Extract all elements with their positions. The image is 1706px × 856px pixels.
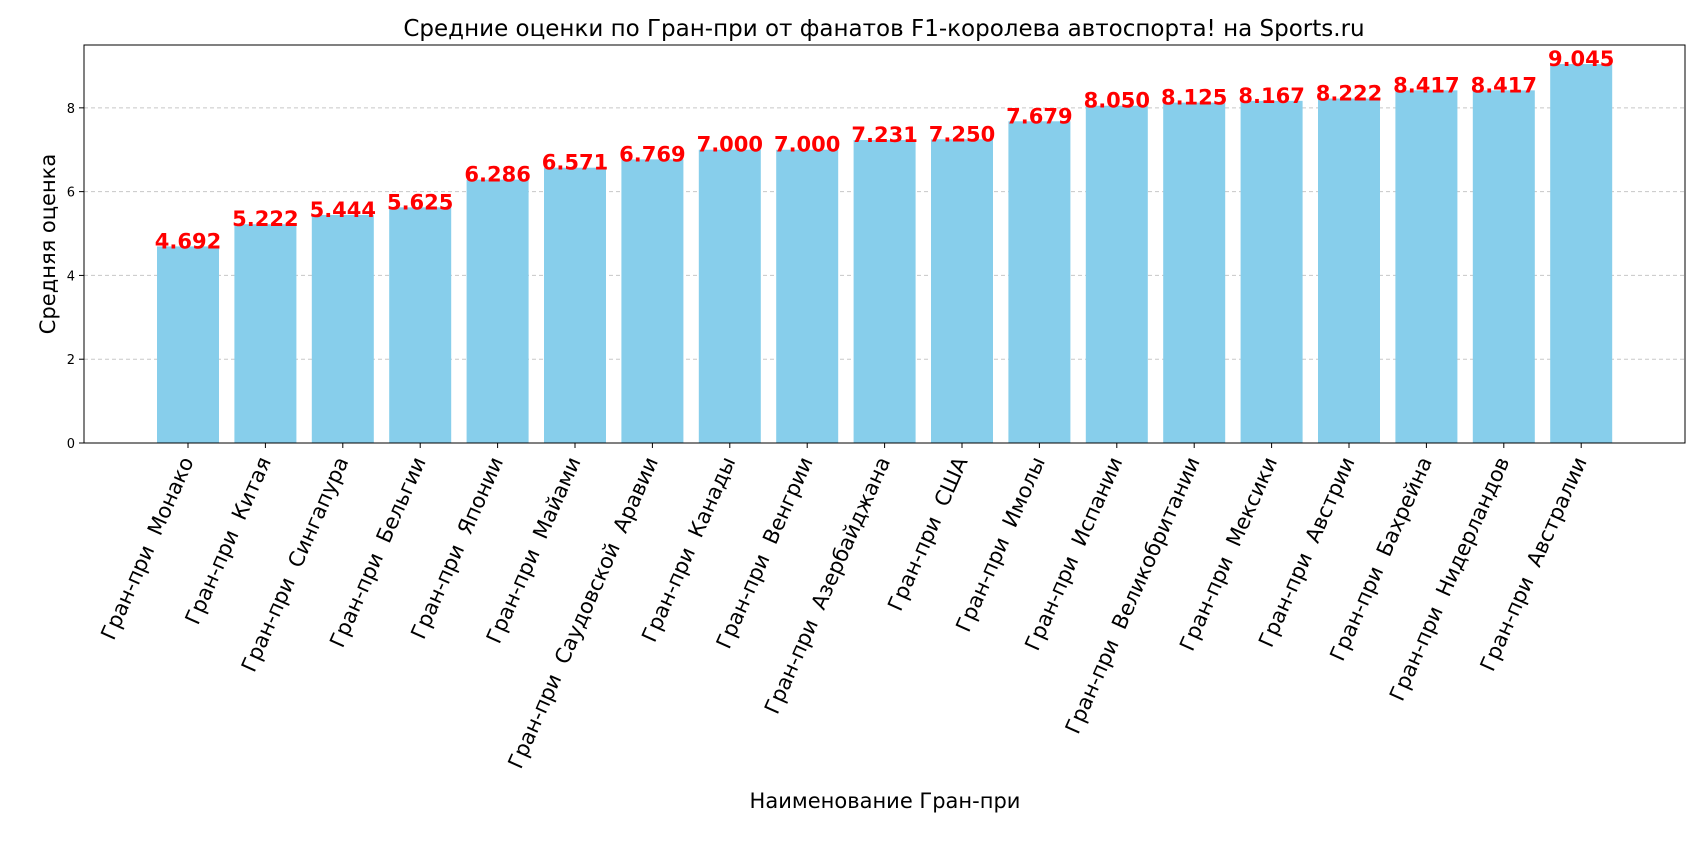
value-labels: 4.692 5.222 5.444 5.625 6.286 6.571 6.769 7.000…	[155, 47, 1615, 253]
x-axis-label: Наименование Гран-при	[750, 789, 1021, 813]
bar-value-label: 8.417	[1393, 73, 1459, 97]
bar-value-label: 5.444	[310, 198, 376, 222]
bar-value-label: 7.000	[774, 133, 840, 157]
bars	[157, 64, 1613, 444]
bar	[1550, 64, 1613, 443]
bar-value-label: 9.045	[1548, 47, 1614, 71]
x-tick-label: Гран-при Саудовской Аравии	[503, 453, 663, 772]
x-tick-label: Гран-при Китая	[181, 453, 276, 628]
bar-value-label: 8.417	[1471, 73, 1537, 97]
bar	[1472, 90, 1535, 443]
bar	[157, 246, 219, 443]
bar-value-label: 7.250	[929, 122, 995, 146]
bar-value-label: 8.167	[1238, 84, 1304, 108]
bar-value-label: 4.692	[155, 229, 221, 253]
x-tick-label: Гран-при Великобритании	[1061, 453, 1205, 737]
bar-value-label: 5.222	[232, 207, 298, 231]
y-tick-label: 6	[67, 186, 75, 201]
bar	[544, 167, 606, 443]
bar-value-label: 6.769	[619, 142, 685, 166]
y-tick-label: 4	[67, 269, 75, 284]
bar	[234, 224, 297, 443]
bar	[1008, 121, 1071, 443]
bar-value-label: 8.050	[1084, 89, 1150, 113]
x-tick-label: Гран-при США	[883, 453, 973, 615]
bar-value-label: 6.286	[464, 163, 530, 187]
y-tick-label: 2	[67, 353, 75, 368]
bar	[1240, 100, 1303, 443]
x-tick-label: Гран-при Имолы	[951, 453, 1050, 635]
bar	[466, 179, 529, 443]
bar	[311, 214, 374, 443]
y-axis-label: Средняя оценка	[36, 154, 60, 334]
bar-value-label: 7.679	[1006, 104, 1072, 128]
y-tick-label: 0	[67, 437, 75, 452]
bar-value-label: 6.571	[542, 151, 608, 175]
bar-value-label: 7.231	[851, 123, 917, 147]
bar	[621, 159, 684, 443]
bar-value-label: 8.222	[1316, 82, 1382, 106]
bar	[1318, 98, 1380, 443]
bar	[698, 149, 761, 443]
y-axis-ticks: 0 2 4 6 8	[67, 102, 84, 452]
bar	[389, 207, 452, 443]
bar	[776, 149, 839, 443]
bar-value-label: 5.625	[387, 190, 453, 214]
chart-title: Средние оценки по Гран-при от фанатов F1…	[403, 16, 1364, 42]
bar	[1395, 90, 1458, 443]
bar-value-label: 7.000	[697, 133, 763, 157]
bar	[1085, 105, 1148, 443]
y-tick-label: 8	[67, 102, 75, 117]
bar-value-label: 8.125	[1161, 86, 1227, 110]
bar	[931, 139, 993, 443]
bar	[853, 140, 916, 444]
bar	[1163, 102, 1226, 444]
